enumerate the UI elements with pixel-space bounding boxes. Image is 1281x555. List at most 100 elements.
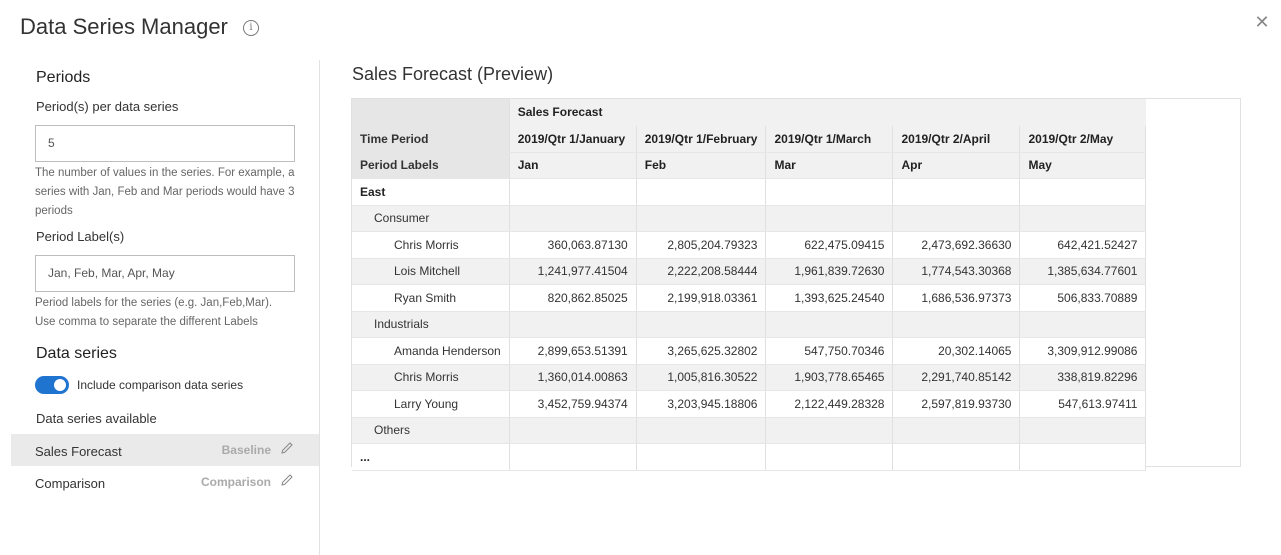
periods-per-series-label: Period(s) per data series <box>36 99 179 114</box>
row-label: Amanda Henderson <box>352 337 510 365</box>
value-cell: 1,241,977.41504 <box>509 258 637 285</box>
time-period-cell: 2019/Qtr 1/March <box>765 125 894 153</box>
period-label-cell: Mar <box>765 152 894 179</box>
time-period-cell: 2019/Qtr 1/January <box>509 125 637 153</box>
info-icon[interactable]: i <box>243 20 259 36</box>
value-cell: 338,819.82296 <box>1019 364 1147 391</box>
value-cell: 2,899,653.51391 <box>509 337 637 365</box>
row-label: ... <box>352 443 510 471</box>
series-header: Sales Forecast <box>509 99 1146 126</box>
value-cell <box>1019 205 1147 232</box>
value-cell <box>892 443 1021 471</box>
series-item-tag: Comparison <box>200 475 271 489</box>
period-labels-header: Period Labels <box>352 152 510 179</box>
corner-cell <box>352 99 510 126</box>
value-cell <box>509 205 637 232</box>
period-label-cell: Apr <box>892 152 1021 179</box>
value-cell <box>765 443 894 471</box>
value-cell <box>636 178 767 206</box>
value-cell <box>636 443 767 471</box>
value-cell <box>1019 178 1147 206</box>
period-label-cell: May <box>1019 152 1147 179</box>
value-cell <box>636 311 767 338</box>
row-label: East <box>352 178 510 206</box>
periods-heading: Periods <box>36 69 91 86</box>
value-cell: 1,903,778.65465 <box>765 364 894 391</box>
row-label: Industrials <box>352 311 510 338</box>
value-cell: 1,385,634.77601 <box>1019 258 1147 285</box>
period-label-cell: Jan <box>509 152 637 179</box>
row-label: Consumer <box>352 205 510 232</box>
table-row: Ryan Smith 820,862.85025 2,199,918.03361 1,… <box>352 284 1147 312</box>
periods-per-series-input[interactable]: 5 <box>35 125 295 162</box>
value-cell: 820,862.85025 <box>509 284 637 312</box>
table-row: East <box>352 178 1147 206</box>
time-period-header: Time Period <box>352 125 510 153</box>
value-cell: 1,005,816.30522 <box>636 364 767 391</box>
table-row: Chris Morris 360,063.87130 2,805,204.79323… <box>352 231 1147 259</box>
row-label: Ryan Smith <box>352 284 510 312</box>
value-cell <box>509 311 637 338</box>
value-cell: 2,597,819.93730 <box>892 390 1021 418</box>
series-item-name: Comparison <box>35 476 106 491</box>
value-cell <box>765 417 894 444</box>
series-item-sales-forecast[interactable]: Sales Forecast Baseline <box>11 434 319 466</box>
value-cell: 2,222,208.58444 <box>636 258 767 285</box>
period-labels-help: Period labels for the series (e.g. Jan,F… <box>35 297 273 328</box>
value-cell: 3,452,759.94374 <box>509 390 637 418</box>
value-cell: 547,750.70346 <box>765 337 894 365</box>
value-cell: 2,122,449.28328 <box>765 390 894 418</box>
series-item-comparison[interactable]: Comparison Comparison <box>11 466 319 498</box>
data-series-available-label: Data series available <box>36 411 157 426</box>
value-cell: 1,774,543.30368 <box>892 258 1021 285</box>
value-cell <box>509 443 637 471</box>
time-period-cell: 2019/Qtr 2/May <box>1019 125 1147 153</box>
table-row: Larry Young 3,452,759.94374 3,203,945.1880… <box>352 390 1147 418</box>
value-cell: 2,199,918.03361 <box>636 284 767 312</box>
value-cell <box>765 178 894 206</box>
preview-table: Sales Forecast Time Period 2019/Qtr 1/Ja… <box>352 99 1147 471</box>
table-row: Lois Mitchell 1,241,977.41504 2,222,208.58… <box>352 258 1147 285</box>
value-cell <box>636 417 767 444</box>
table-row: Consumer <box>352 205 1147 232</box>
toggle-knob <box>54 379 66 391</box>
series-item-tag: Baseline <box>221 443 271 457</box>
period-label-cell: Feb <box>636 152 767 179</box>
value-cell <box>1019 417 1147 444</box>
period-labels-input[interactable]: Jan, Feb, Mar, Apr, May <box>35 255 295 292</box>
table-row: Amanda Henderson 2,899,653.51391 3,265,625… <box>352 337 1147 365</box>
period-labels-label: Period Label(s) <box>36 229 125 244</box>
comparison-toggle[interactable] <box>35 376 69 394</box>
dialog-title: Data Series Manager <box>20 14 228 39</box>
row-label: Lois Mitchell <box>352 258 510 285</box>
value-cell <box>509 178 637 206</box>
table-row: Others <box>352 417 1147 444</box>
value-cell: 1,360,014.00863 <box>509 364 637 391</box>
close-icon[interactable]: ✕ <box>1254 12 1270 32</box>
series-item-name: Sales Forecast <box>35 444 122 459</box>
value-cell <box>1019 311 1147 338</box>
value-cell <box>892 178 1021 206</box>
value-cell: 3,265,625.32802 <box>636 337 767 365</box>
value-cell: 622,475.09415 <box>765 231 894 259</box>
value-cell: 2,291,740.85142 <box>892 364 1021 391</box>
row-label: Chris Morris <box>352 231 510 259</box>
value-cell: 360,063.87130 <box>509 231 637 259</box>
table-row: Chris Morris 1,360,014.00863 1,005,816.305… <box>352 364 1147 391</box>
value-cell: 3,309,912.99086 <box>1019 337 1147 365</box>
value-cell: 20,302.14065 <box>892 337 1021 365</box>
time-period-cell: 2019/Qtr 1/February <box>636 125 767 153</box>
time-period-cell: 2019/Qtr 2/April <box>892 125 1021 153</box>
pencil-icon[interactable] <box>280 441 294 455</box>
table-row: ... <box>352 443 1147 471</box>
value-cell <box>892 311 1021 338</box>
settings-panel: Periods Period(s) per data series 5 The … <box>0 0 319 555</box>
value-cell <box>636 205 767 232</box>
panel-divider <box>319 60 320 555</box>
value-cell: 2,473,692.36630 <box>892 231 1021 259</box>
row-label: Chris Morris <box>352 364 510 391</box>
pencil-icon[interactable] <box>280 473 294 487</box>
value-cell <box>892 417 1021 444</box>
value-cell <box>509 417 637 444</box>
value-cell: 1,961,839.72630 <box>765 258 894 285</box>
